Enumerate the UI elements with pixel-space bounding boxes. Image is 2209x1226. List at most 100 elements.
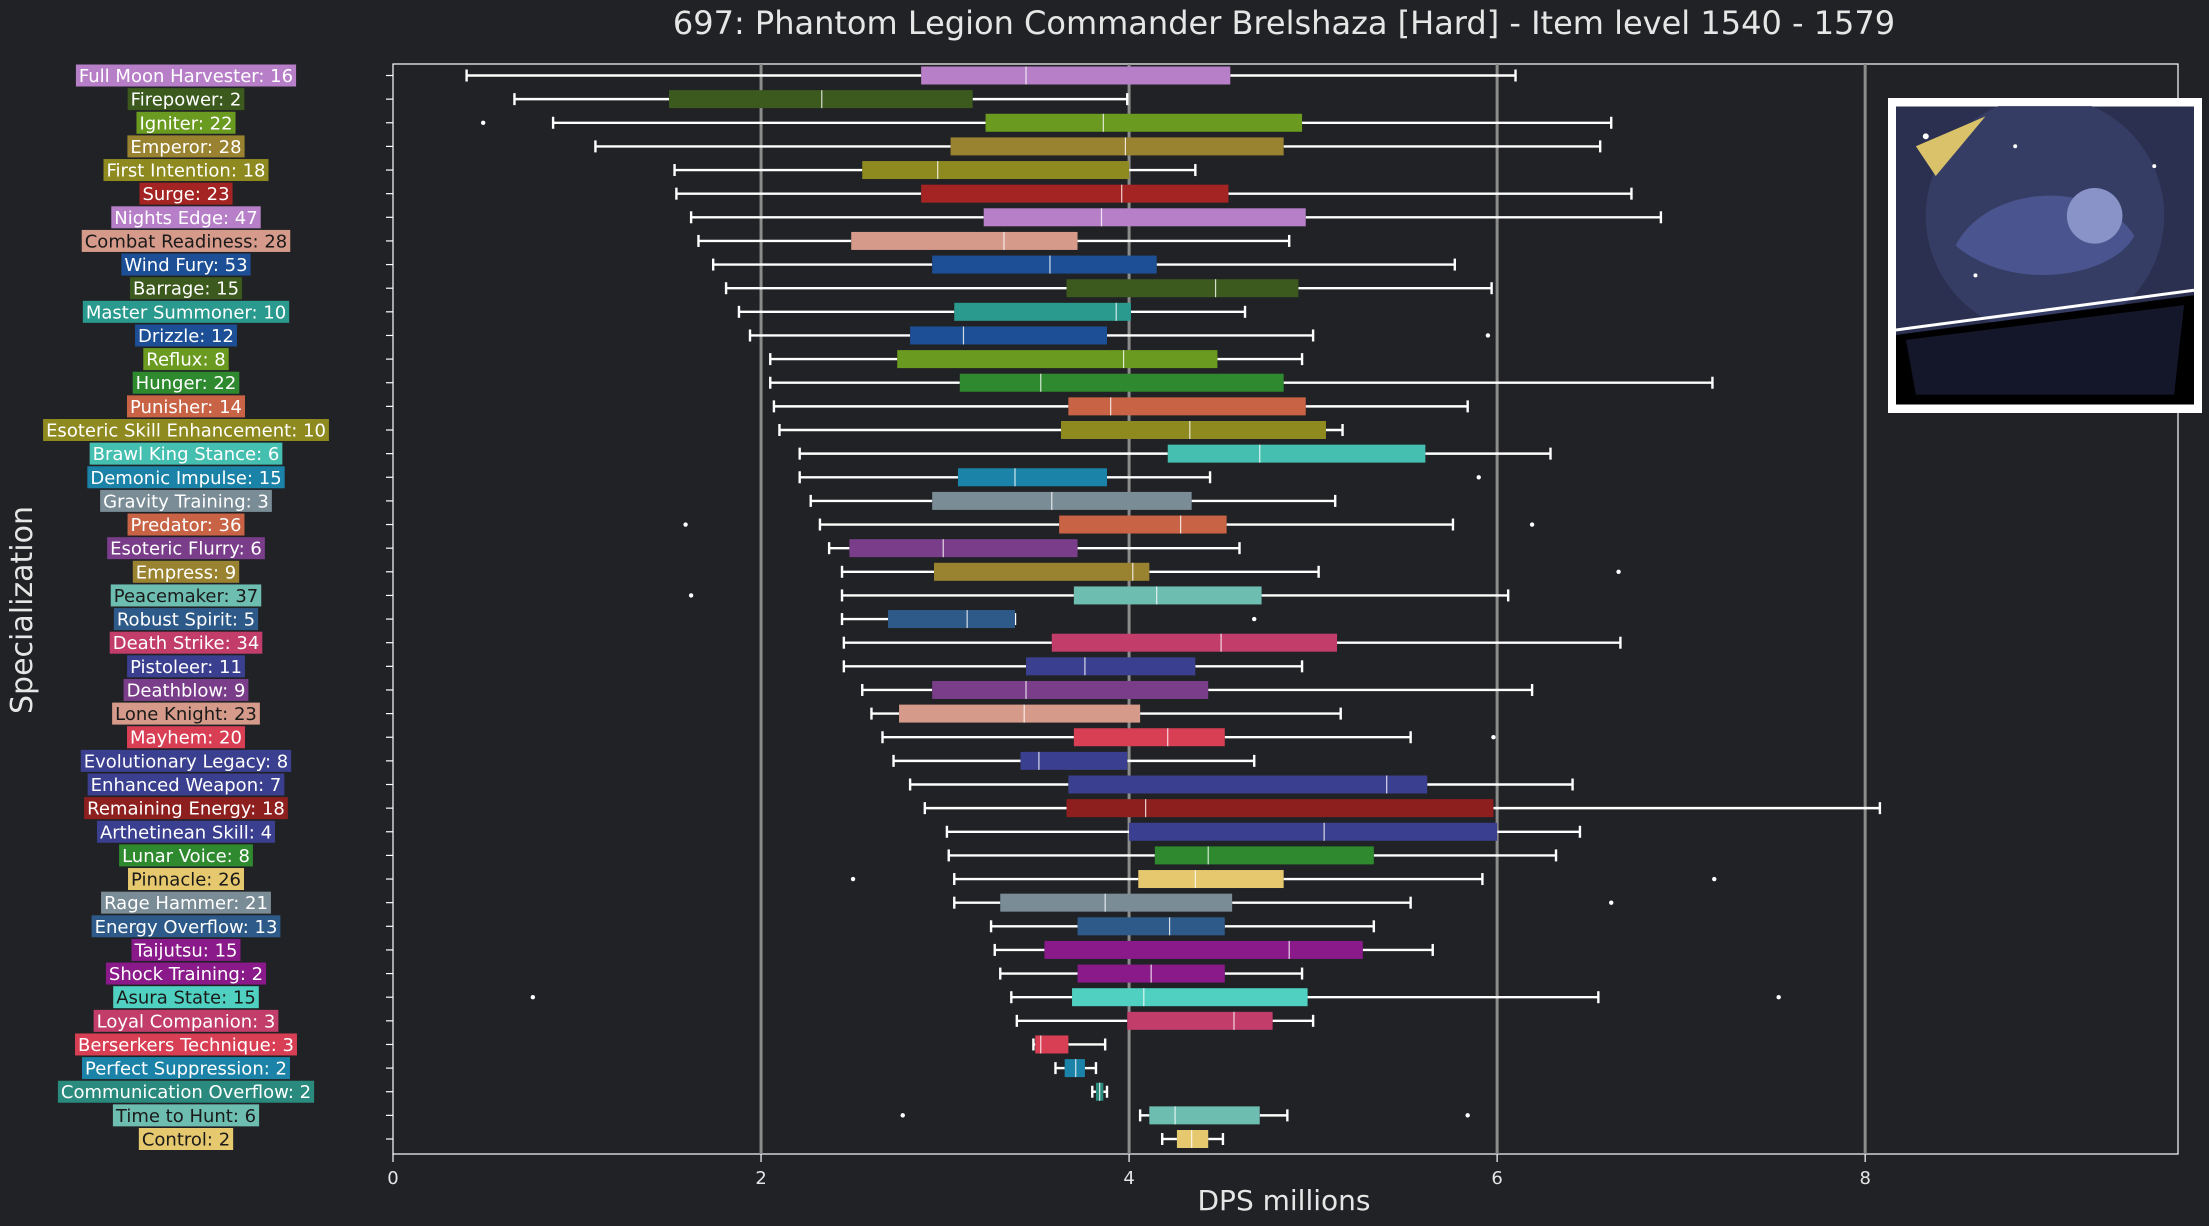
category-label: Enhanced Weapon: 7 [87,773,285,796]
box-row [840,562,1621,581]
category-label: Full Moon Harvester: 16 [75,64,297,87]
category-label-text: Berserkers Technique: 3 [78,1035,294,1056]
category-label-background [100,489,272,512]
category-label: Igniter: 22 [136,111,236,134]
category-label: Shock Training: 2 [105,962,267,985]
outlier-point [1776,995,1781,1000]
iqr-box [1129,822,1498,841]
iqr-box [932,680,1209,699]
box-row [900,1106,1470,1125]
category-label-background [93,1009,279,1032]
category-label: Communication Overflow: 2 [57,1080,315,1103]
iqr-box [1000,893,1233,912]
category-label: Nights Edge: 47 [111,206,261,229]
x-tick-label: 0 [387,1168,398,1189]
y-axis-label: Specialization [5,506,40,714]
iqr-box [921,66,1231,85]
iqr-box [888,610,1015,629]
iqr-box [862,161,1130,180]
category-label-background [96,820,276,843]
box-row [465,66,1517,85]
category-label: Barrage: 15 [129,277,243,300]
category-label-background [57,1080,315,1103]
category-label-background [127,135,245,158]
plot-frame [392,63,2179,1155]
iqr-box [985,113,1303,132]
iqr-box [1044,940,1363,959]
category-label: Control: 2 [138,1128,234,1151]
chart-title: 697: Phantom Legion Commander Brelshaza … [673,4,1895,42]
box-row [673,161,1197,180]
category-label-background [75,64,297,87]
box-row [737,302,1247,321]
category-label-text: Energy Overflow: 13 [95,917,278,938]
iqr-box [950,137,1284,156]
category-label: Predator: 36 [127,513,245,536]
category-label-background [127,513,245,536]
outlier-point [1491,735,1496,740]
iqr-box [1060,421,1326,439]
box-row [892,751,1256,770]
category-label: Combat Readiness: 28 [81,229,291,252]
box-row [530,988,1781,1007]
outlier-point [1465,1113,1470,1118]
category-label: Drizzle: 12 [135,324,237,347]
box-row [711,255,1456,274]
category-label: Empress: 9 [132,560,240,583]
category-label: Remaining Energy: 18 [84,797,288,820]
category-label: Evolutionary Legacy: 8 [80,749,292,772]
x-axis-label: DPS millions [1198,1184,1371,1217]
iqr-box [1154,846,1374,865]
category-label-text: Firepower: 2 [131,90,242,111]
category-label-background [127,726,245,749]
outlier-point [1476,475,1481,480]
category-label-background [101,891,271,914]
category-label-text: Arthetinean Skill: 4 [100,822,272,843]
category-label-text: Taijutsu: 15 [134,940,238,961]
category-label: Taijutsu: 15 [131,938,241,961]
category-label-background [103,159,269,182]
iqr-box [1077,917,1225,936]
category-label-background [107,537,265,560]
category-label-text: Emperor: 28 [130,137,241,158]
outlier-point [688,593,694,598]
box-row [881,728,1496,747]
category-label-text: Esoteric Flurry: 6 [110,539,262,560]
box-row [689,208,1663,227]
category-label-text: Robust Spirit: 5 [117,610,255,631]
category-label-text: Pinnacle: 26 [131,870,241,891]
box-row [1015,1011,1315,1030]
boss-illustration [1896,106,2194,405]
box-row [999,964,1304,983]
category-label-text: Surge: 23 [142,184,229,205]
iqr-box [1073,586,1262,605]
category-label-text: Wind Fury: 53 [124,255,247,276]
x-axis-ticks: 0 2 4 6 8 [386,74,1871,1189]
iqr-box [1138,870,1284,889]
box-row [798,468,1481,487]
category-label: Deathblow: 9 [123,678,249,701]
category-label: Peacemaker: 37 [110,584,262,607]
box-row [748,326,1491,345]
category-label: Pinnacle: 26 [128,868,244,891]
category-label-text: Demonic Impulse: 15 [90,468,281,489]
box-row [798,444,1552,463]
category-label-text: Reflux: 8 [146,350,225,371]
box-row [683,515,1535,534]
iqr-box [954,302,1131,321]
category-label-text: Shock Training: 2 [109,964,263,985]
category-label-text: Communication Overflow: 2 [61,1082,311,1103]
category-label-background [91,915,281,938]
category-labels: Full Moon Harvester: 16 Firepower: 2Ignit… [43,64,329,1151]
iqr-box [910,326,1107,345]
box-row [861,680,1534,699]
iqr-box [1068,397,1306,416]
iqr-box [983,208,1306,227]
iqr-box [1059,515,1227,534]
category-label-text: Drizzle: 12 [138,326,234,347]
category-label-text: Lone Knight: 23 [115,704,257,725]
category-label-background [143,348,229,371]
category-label-background [113,608,259,631]
category-label: First Intention: 18 [103,159,269,182]
category-label: Esoteric Flurry: 6 [107,537,265,560]
